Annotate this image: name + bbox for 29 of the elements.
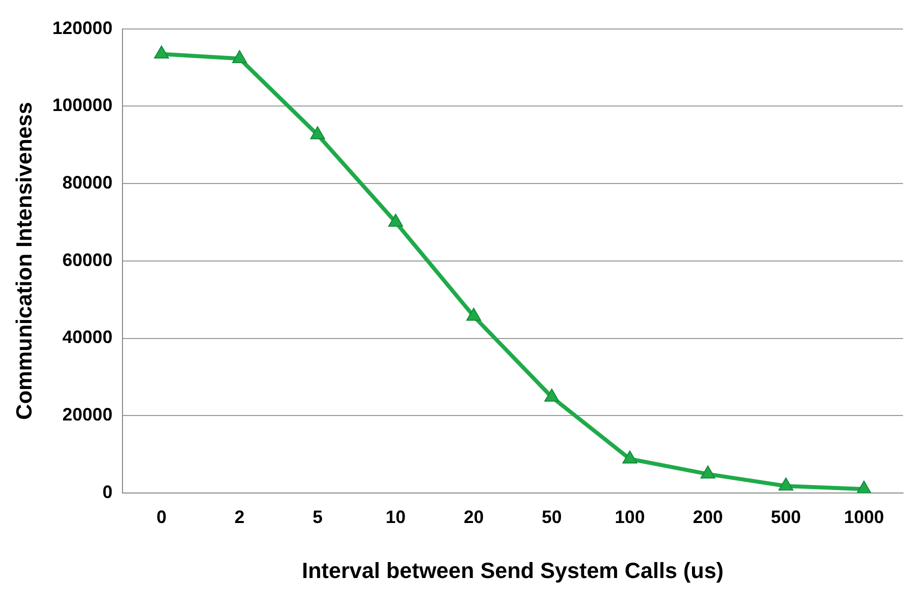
y-tick-label: 60000	[62, 250, 112, 270]
x-tick-label: 50	[542, 506, 562, 527]
x-tick-label: 10	[386, 506, 406, 527]
y-tick-label: 40000	[62, 327, 112, 348]
x-tick-label: 200	[692, 506, 723, 527]
y-axis-title: Communication Intensiveness	[11, 102, 36, 420]
point	[388, 214, 404, 227]
point	[154, 45, 169, 58]
y-tick-label: 120000	[52, 18, 112, 38]
y-tick-label: 100000	[52, 95, 112, 116]
x-axis-title: Interval between Send System Calls (us)	[302, 558, 724, 583]
x-tick-label: 500	[770, 506, 801, 527]
x-tick-label: 100	[614, 506, 645, 527]
point	[544, 388, 560, 402]
point	[310, 126, 326, 140]
x-tick-label: 20	[464, 506, 484, 527]
y-tick-label: 20000	[62, 404, 112, 425]
point	[856, 480, 872, 493]
point	[466, 308, 482, 321]
point	[622, 450, 638, 464]
point	[778, 478, 794, 491]
x-tick-label: 1000	[844, 506, 884, 527]
x-tick-label: 2	[234, 506, 245, 527]
y-tick-label: 80000	[62, 172, 112, 192]
x-tick-label: 5	[312, 506, 323, 527]
x-tick-label: 0	[156, 506, 166, 527]
y-tick-label: 0	[102, 482, 112, 502]
point	[700, 466, 716, 479]
point	[232, 50, 247, 64]
